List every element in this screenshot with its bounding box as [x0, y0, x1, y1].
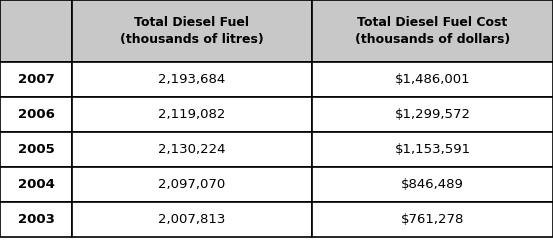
Bar: [312, 62, 553, 97]
Bar: [72, 0, 312, 62]
Text: $1,153,591: $1,153,591: [394, 143, 471, 156]
Bar: [312, 202, 553, 237]
Text: $761,278: $761,278: [401, 213, 464, 226]
Bar: [312, 167, 553, 202]
Bar: [0, 0, 72, 62]
Bar: [72, 167, 312, 202]
Bar: [72, 97, 312, 132]
Text: 2003: 2003: [18, 213, 54, 226]
Text: 2,130,224: 2,130,224: [158, 143, 226, 156]
Text: 2006: 2006: [18, 108, 54, 121]
Text: Total Diesel Fuel Cost
(thousands of dollars): Total Diesel Fuel Cost (thousands of dol…: [355, 16, 510, 47]
Bar: [0, 97, 72, 132]
Bar: [312, 0, 553, 62]
Bar: [0, 62, 72, 97]
Text: 2,119,082: 2,119,082: [158, 108, 226, 121]
Bar: [312, 97, 553, 132]
Bar: [0, 167, 72, 202]
Text: 2005: 2005: [18, 143, 54, 156]
Text: 2,193,684: 2,193,684: [158, 73, 226, 86]
Bar: [72, 62, 312, 97]
Bar: [0, 132, 72, 167]
Text: 2,007,813: 2,007,813: [158, 213, 226, 226]
Text: 2004: 2004: [18, 178, 54, 191]
Text: $1,299,572: $1,299,572: [394, 108, 471, 121]
Bar: [0, 202, 72, 237]
Text: 2007: 2007: [18, 73, 54, 86]
Text: Total Diesel Fuel
(thousands of litres): Total Diesel Fuel (thousands of litres): [120, 16, 264, 47]
Bar: [72, 132, 312, 167]
Bar: [312, 132, 553, 167]
Text: $846,489: $846,489: [401, 178, 464, 191]
Text: $1,486,001: $1,486,001: [395, 73, 470, 86]
Text: 2,097,070: 2,097,070: [158, 178, 226, 191]
Bar: [72, 202, 312, 237]
